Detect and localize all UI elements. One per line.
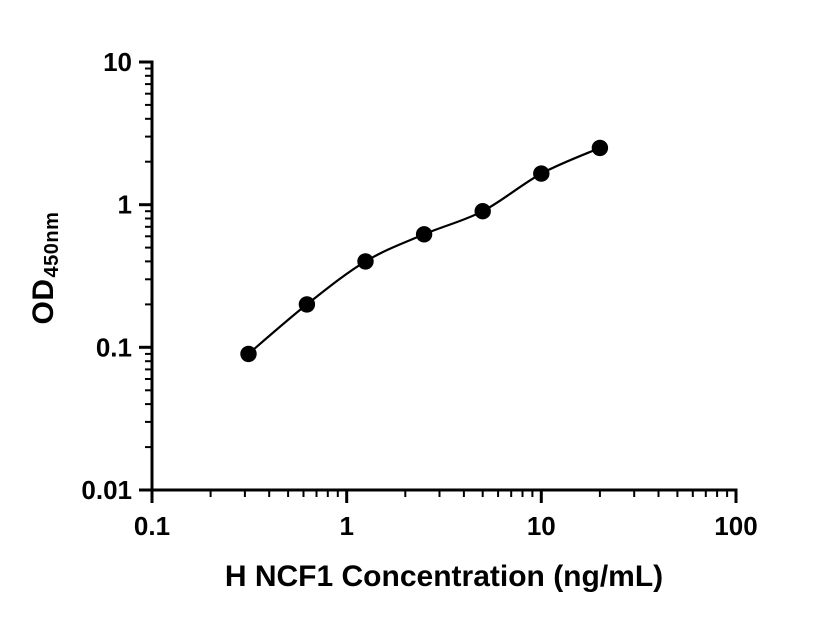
data-point <box>298 296 316 313</box>
y-tick-label: 10 <box>103 47 132 77</box>
x-axis-title: H NCF1 Concentration (ng/mL) <box>224 560 664 593</box>
x-tick-label: 0.1 <box>134 511 170 541</box>
y-axis-title-sub: 450nm <box>41 211 63 278</box>
y-axis-title: OD450nm <box>27 211 63 325</box>
data-point <box>474 203 491 220</box>
data-point <box>533 165 550 182</box>
data-point <box>415 226 433 243</box>
data-point <box>591 139 609 157</box>
x-tick-label: 1 <box>339 511 353 541</box>
y-axis-title-main: OD <box>27 278 60 325</box>
x-tick-label: 100 <box>714 511 757 541</box>
y-tick-label: 1 <box>118 190 132 220</box>
x-tick-label: 10 <box>527 511 556 541</box>
data-point <box>240 345 257 363</box>
y-tick-label: 0.01 <box>81 475 132 505</box>
y-tick-label: 0.1 <box>96 332 132 362</box>
data-point <box>357 253 374 270</box>
